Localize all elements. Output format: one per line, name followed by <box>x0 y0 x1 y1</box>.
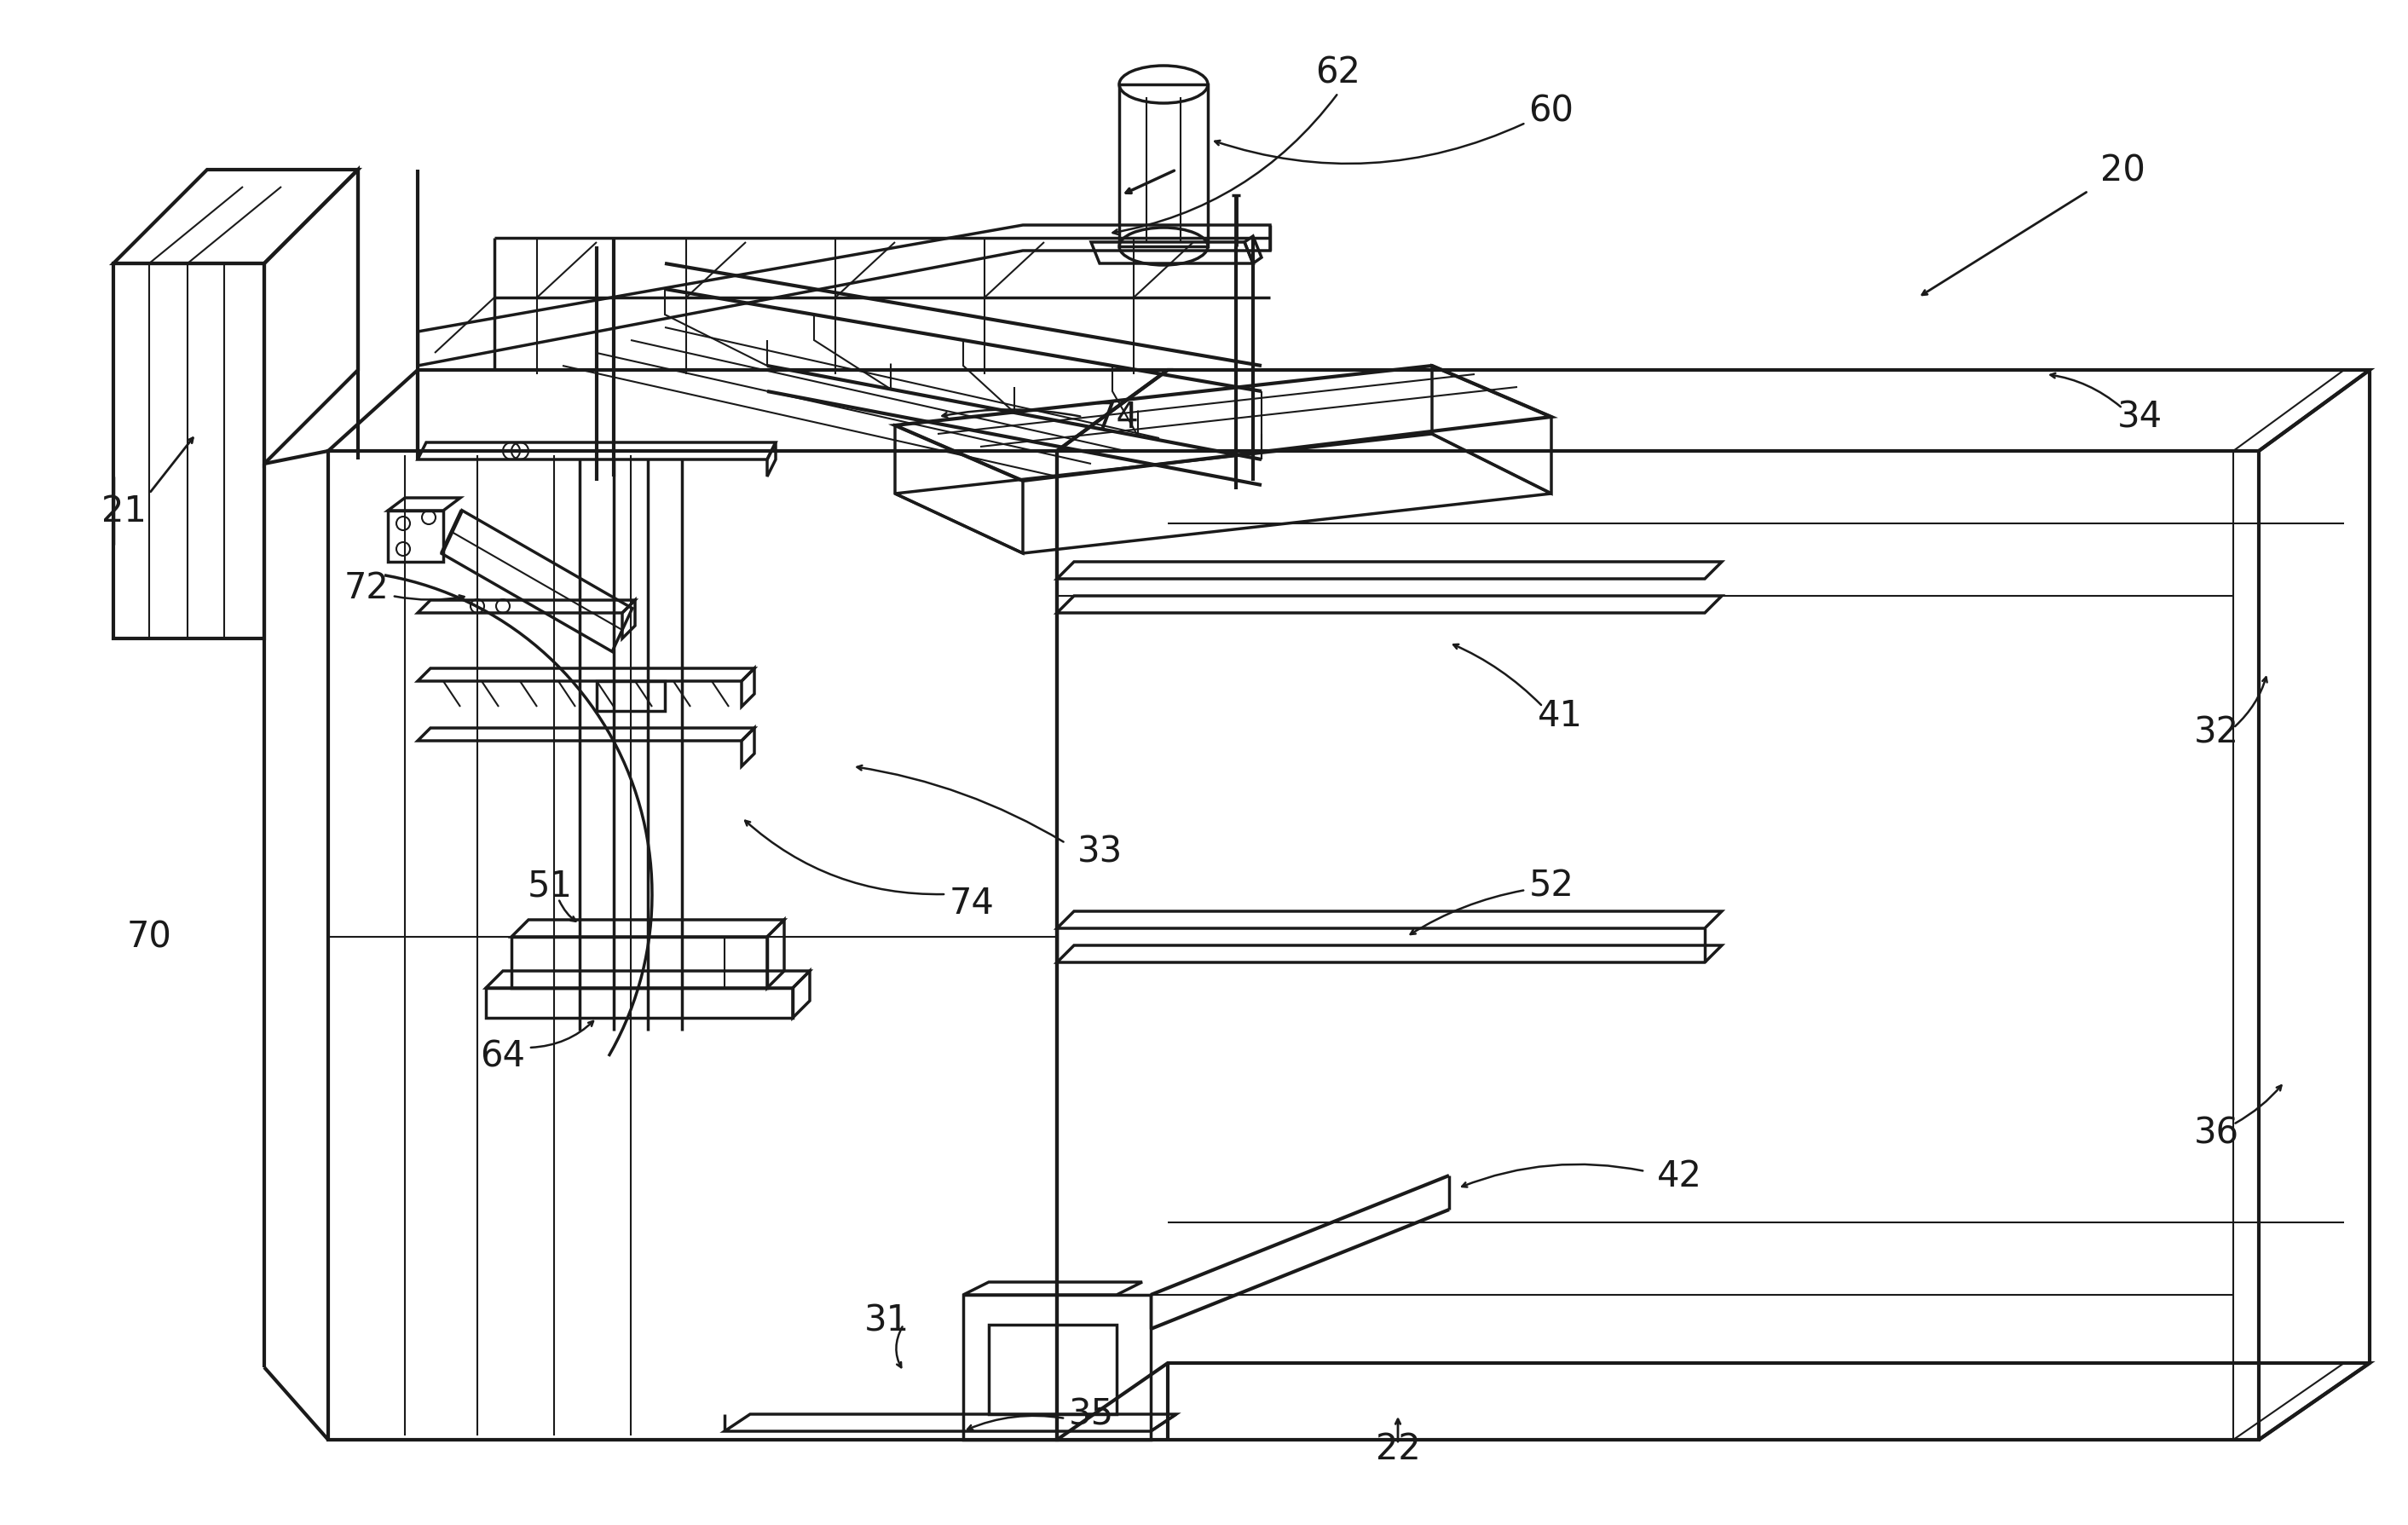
Text: 60: 60 <box>1529 93 1575 128</box>
Text: 72: 72 <box>344 570 390 605</box>
Text: 62: 62 <box>1315 55 1361 90</box>
Text: 64: 64 <box>479 1039 525 1074</box>
Text: 34: 34 <box>2117 400 2162 435</box>
Text: 22: 22 <box>1375 1430 1421 1466</box>
Text: 36: 36 <box>2194 1115 2239 1151</box>
Text: 74: 74 <box>1093 400 1139 435</box>
Text: 20: 20 <box>2100 152 2146 188</box>
Text: 74: 74 <box>949 884 995 921</box>
Text: 70: 70 <box>128 920 171 955</box>
Text: 41: 41 <box>1536 698 1582 734</box>
Text: 52: 52 <box>1529 868 1575 904</box>
Text: 31: 31 <box>864 1302 910 1339</box>
Text: 35: 35 <box>1069 1397 1112 1432</box>
Text: 51: 51 <box>527 868 573 904</box>
Text: 21: 21 <box>101 493 147 529</box>
Text: 33: 33 <box>1076 834 1122 869</box>
Text: 32: 32 <box>2194 715 2239 750</box>
Text: 42: 42 <box>1657 1157 1702 1194</box>
